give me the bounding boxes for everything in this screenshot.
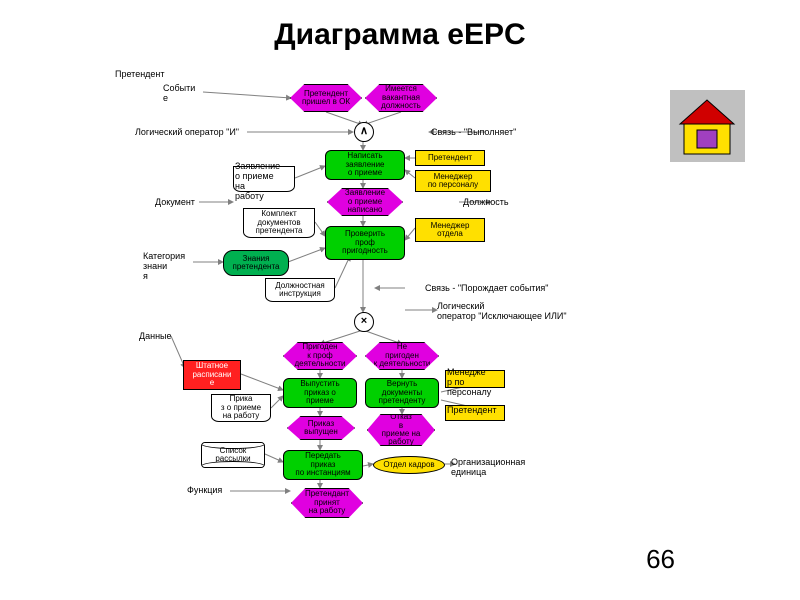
- node-ev_otkaz: Отказ в приеме на работу: [367, 414, 435, 446]
- node-kn_znaniya: Знания претендента: [223, 250, 289, 276]
- label-funkciya: Функция: [187, 486, 222, 496]
- node-org_menedzher1: Менеджер по персоналу: [415, 170, 491, 192]
- node-org_menedzher2: Менеджер отдела: [415, 218, 485, 242]
- node-conn_xor: ×: [354, 312, 374, 332]
- node-fn_napisat: Написать заявление о приеме: [325, 150, 405, 180]
- house-icon: [670, 90, 745, 162]
- label-pretendent_r: Претендент: [115, 70, 165, 80]
- label-dokument: Документ: [155, 198, 195, 208]
- node-doc_dolzhn_instr: Должностная инструкция: [265, 278, 335, 302]
- label-orgedinica: Организационная единица: [451, 458, 525, 478]
- node-fn_vernut: Вернуть документы претенденту: [365, 378, 439, 408]
- node-cyl_spisok: Список рассылки: [201, 442, 265, 468]
- node-ev_prishel: Претендент пришел в ОК: [290, 84, 362, 112]
- node-ev_vakansiya: Имеется вакантная должность: [365, 84, 437, 112]
- node-conn_and: ∧: [354, 122, 374, 142]
- eepc-diagram: Претендент пришел в ОКИмеется вакантная …: [115, 70, 675, 570]
- label-pretendent_r2: Претендент: [447, 406, 497, 416]
- node-doc_komplekt: Комплект документов претендента: [243, 208, 315, 238]
- page-number: 66: [646, 544, 675, 575]
- label-dannye: Данные: [139, 332, 172, 342]
- node-data_shtat: Штатное расписани е: [183, 360, 241, 390]
- node-ev_prinyat: Претендант принят на работу: [291, 488, 363, 518]
- node-ev_prikaz_vyp: Приказ выпущен: [287, 416, 355, 440]
- label-zayavlenie_lbl: Заявление о приеме на работу: [235, 162, 280, 202]
- node-ev_ne_prigoden: Не пригоден к деятельности: [365, 342, 439, 370]
- label-logich_i: Логический оператор "И": [135, 128, 239, 138]
- label-sobytie: Событи е: [163, 84, 195, 104]
- node-org_otdel: Отдел кадров: [373, 456, 445, 474]
- node-fn_vypustit: Выпустить приказ о приеме: [283, 378, 357, 408]
- label-logich_xor: Логический оператор "Исключающее ИЛИ": [437, 302, 567, 322]
- node-doc_prikaz: Прика з о приеме на работу: [211, 394, 271, 422]
- slide-title: Диаграмма eEPC: [0, 18, 800, 52]
- label-svyaz_vypolnyaet: Связь - "Выполняет": [431, 128, 516, 138]
- label-svyaz_porozhdaet: Связь - "Порождает события": [425, 284, 549, 294]
- label-menedzher_pers2: Менедже р по персоналу: [447, 368, 491, 398]
- node-fn_proverit: Проверить проф пригодность: [325, 226, 405, 260]
- node-org_pretendent: Претендент: [415, 150, 485, 166]
- label-kategoriya: Категория знани я: [143, 252, 185, 282]
- label-dolzhnost: Должность: [463, 198, 509, 208]
- node-ev_zayav_napisano: Заявление о приеме написано: [327, 188, 403, 216]
- node-ev_prigoden: Пригоден к проф деятельности: [283, 342, 357, 370]
- node-fn_peredat: Передать приказ по инстанциям: [283, 450, 363, 480]
